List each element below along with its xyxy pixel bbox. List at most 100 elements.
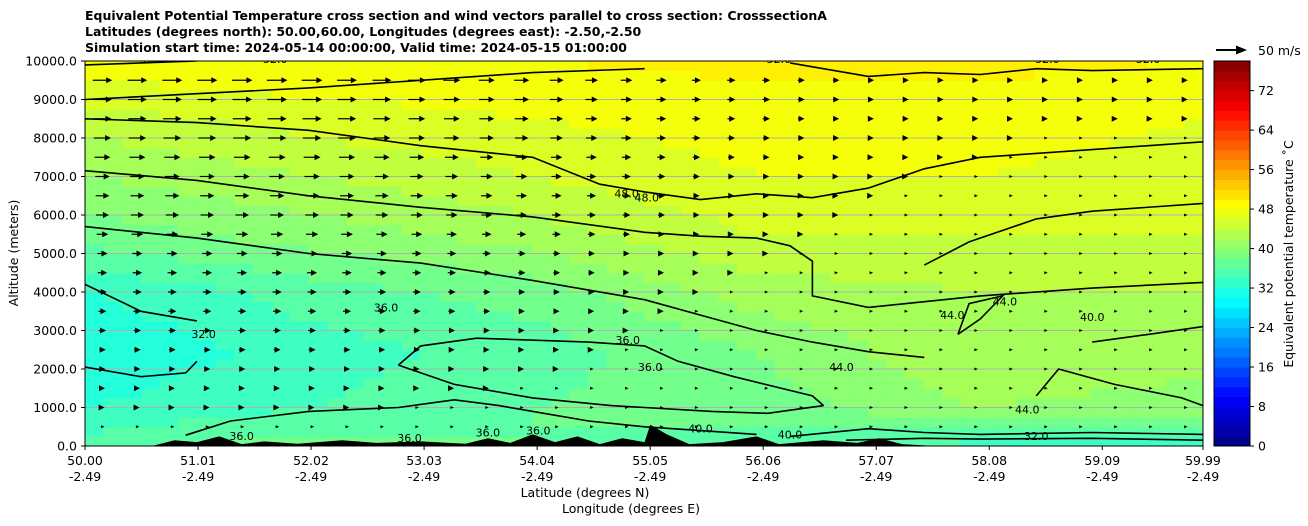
wind-vector: [372, 77, 392, 84]
field-cell: [215, 397, 235, 409]
field-cell: [1035, 99, 1055, 110]
wind-vector: [727, 77, 736, 84]
field-cell: [1184, 388, 1203, 399]
field-cell: [662, 320, 682, 332]
wind-vector-head: [694, 77, 701, 84]
field-cell: [345, 436, 366, 446]
field-cell: [681, 205, 701, 216]
field-cell: [1016, 215, 1036, 226]
field-cell: [848, 426, 869, 437]
field-cell: [644, 61, 664, 72]
field-cell: [1016, 166, 1036, 178]
contour-label: 44.0: [829, 361, 854, 374]
wind-vector-head: [625, 425, 629, 429]
field-cell: [588, 186, 608, 197]
field-cell: [830, 253, 850, 264]
field-cell: [1053, 205, 1074, 216]
field-cell: [532, 272, 552, 283]
wind-vector-head: [208, 192, 215, 199]
colorbar-segment: [1214, 268, 1250, 279]
wind-vector: [133, 308, 142, 315]
wind-vector-head: [448, 346, 455, 353]
wind-vector: [127, 96, 147, 103]
field-cell: [960, 243, 980, 255]
wind-vector-head: [869, 348, 874, 352]
wind-vector-head: [487, 135, 494, 141]
field-cell: [1091, 378, 1111, 389]
x-tick-label: 59.09: [1084, 453, 1120, 468]
wind-vector: [762, 231, 769, 238]
field-cell: [830, 243, 850, 255]
field-cell: [1053, 436, 1074, 446]
wind-vector: [834, 329, 839, 332]
wind-vector: [937, 115, 944, 122]
x-axis-label-2: Longitude (degrees E): [562, 501, 700, 516]
field-cell: [345, 118, 366, 129]
field-cell: [1072, 282, 1092, 293]
wind-vector-head: [799, 425, 804, 429]
wind-vector: [1009, 213, 1013, 217]
wind-vector-head: [135, 327, 142, 334]
field-cell: [234, 320, 254, 332]
field-cell: [848, 166, 869, 178]
field-cell: [848, 311, 869, 322]
field-cell: [1109, 388, 1130, 399]
field-cell: [383, 263, 403, 274]
field-cell: [793, 234, 813, 245]
wind-vector-head: [135, 289, 142, 295]
field-cell: [569, 301, 589, 312]
wind-vector-head: [382, 192, 389, 199]
field-cell: [252, 397, 272, 409]
field-cell: [420, 99, 440, 110]
field-cell: [1128, 407, 1148, 418]
wind-vector-head: [1111, 115, 1118, 122]
wind-vector: [555, 386, 559, 390]
field-cell: [1147, 61, 1167, 72]
wind-vector-head: [103, 173, 110, 180]
wind-vector: [1079, 367, 1083, 371]
field-cell: [904, 320, 925, 332]
field-cell: [122, 157, 142, 168]
wind-vector-head: [419, 77, 426, 84]
wind-vector: [797, 192, 804, 199]
wind-vector-head: [1009, 386, 1013, 390]
field-cell: [1035, 301, 1055, 312]
wind-vector-head: [349, 135, 356, 141]
field-cell: [457, 138, 477, 149]
field-cell: [1091, 109, 1111, 120]
field-cell: [1147, 301, 1167, 312]
field-cell: [215, 80, 235, 91]
field-cell: [904, 176, 925, 187]
field-cell: [848, 70, 869, 81]
field-cell: [345, 70, 366, 81]
field-cell: [718, 157, 738, 168]
wind-vector: [197, 115, 217, 122]
field-cell: [476, 301, 496, 312]
wind-vector-head: [867, 135, 874, 141]
field-cell: [234, 99, 254, 110]
field-cell: [550, 397, 571, 409]
field-cell: [1035, 369, 1055, 380]
field-cell: [215, 282, 235, 293]
field-cell: [476, 349, 496, 360]
wind-vector: [445, 173, 459, 180]
field-cell: [979, 349, 999, 360]
wind-vector-head: [869, 386, 874, 390]
wind-vector: [623, 289, 630, 295]
field-cell: [532, 320, 552, 332]
field-cell: [644, 80, 664, 91]
wind-vector-head: [762, 212, 769, 218]
field-cell: [234, 282, 254, 293]
field-cell: [1128, 186, 1148, 197]
field-cell: [1016, 195, 1036, 206]
wind-vector: [1149, 136, 1153, 140]
wind-vector-head: [552, 346, 559, 353]
field-cell: [457, 282, 477, 293]
field-cell: [923, 157, 943, 168]
field-cell: [904, 292, 925, 303]
contour-label: 40.0: [688, 423, 713, 436]
field-cell: [308, 118, 328, 129]
wind-vector: [518, 289, 526, 295]
field-cell: [718, 166, 738, 178]
field-cell: [1053, 99, 1074, 110]
